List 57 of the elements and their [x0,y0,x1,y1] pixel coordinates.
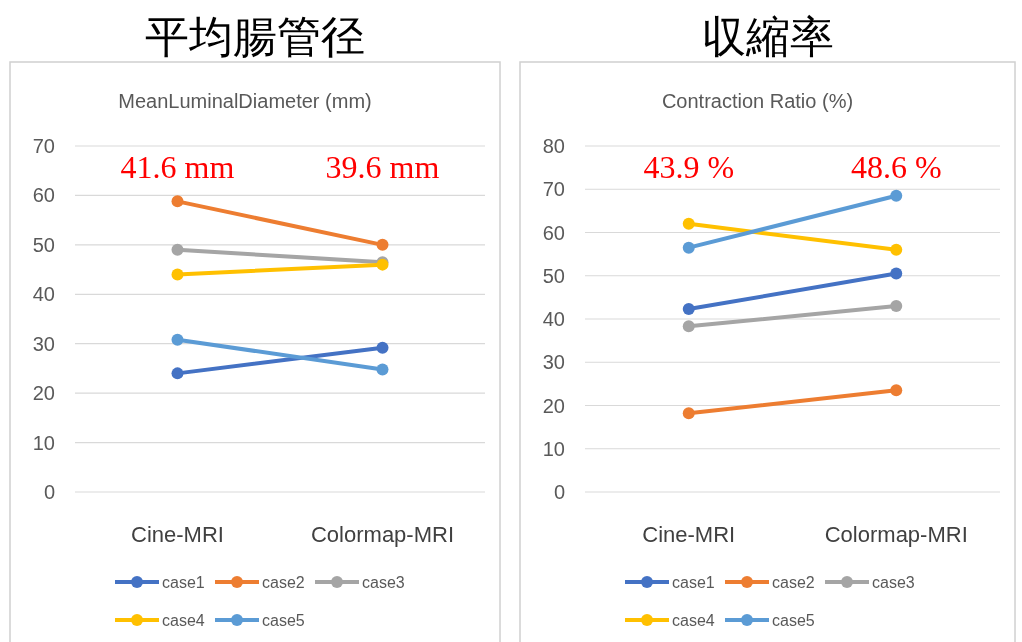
point [376,341,389,354]
y-tick-label: 0 [553,481,565,503]
chart-subtitle: Contraction Ratio (%) [661,90,854,112]
point [682,303,695,316]
legend-label: case5 [772,612,815,629]
point [682,241,695,254]
x-tick-label: Colormap-MRI [310,522,455,547]
legend-label: case1 [672,574,715,591]
y-tick-label: 50 [32,233,55,256]
x-tick-label: Cine-MRI [642,522,736,547]
chart-title: 収縮率 [701,12,834,61]
y-tick-label: 30 [542,351,565,374]
annotation: 41.6 mm [120,149,235,185]
y-tick-label: 60 [542,221,565,244]
y-tick-label: 20 [542,394,565,417]
point [682,407,695,420]
point [376,363,389,376]
annotation: 39.6 mm [325,149,440,185]
legend-label: case2 [262,574,305,591]
point [890,243,903,256]
y-tick-label: 10 [32,431,55,454]
y-tick-label: 30 [32,332,55,355]
annotation: 48.6 % [850,149,942,185]
point [890,189,903,202]
y-tick-label: 0 [43,481,55,503]
y-tick-label: 80 [542,135,565,157]
y-tick-label: 60 [32,184,55,207]
legend-label: case1 [162,574,205,591]
legend-label: case4 [672,612,715,629]
x-tick-label: Cine-MRI [131,522,224,547]
y-tick-label: 70 [32,135,55,157]
point [890,384,903,397]
y-tick-label: 10 [542,437,565,460]
y-tick-label: 70 [542,178,565,201]
legend-label: case3 [362,574,405,591]
point [376,238,389,251]
annotation: 43.9 % [643,149,735,185]
point [682,217,695,230]
point [890,300,903,313]
point [171,367,184,380]
point [171,195,184,208]
chart-title: 平均腸管径 [145,12,365,61]
legend-label: case4 [162,612,205,629]
point [890,267,903,280]
y-tick-label: 50 [542,264,565,287]
legend-label: case5 [262,612,305,629]
y-tick-label: 40 [32,283,55,306]
point [682,320,695,333]
chart-subtitle: MeanLuminalDiameter (mm) [118,90,372,112]
y-tick-label: 40 [542,308,565,330]
point [171,333,184,346]
point [171,243,184,256]
y-tick-label: 20 [32,382,55,405]
point [171,268,184,281]
x-tick-label: Colormap-MRI [824,522,968,547]
legend-label: case3 [872,574,915,591]
legend-label: case2 [772,574,815,591]
